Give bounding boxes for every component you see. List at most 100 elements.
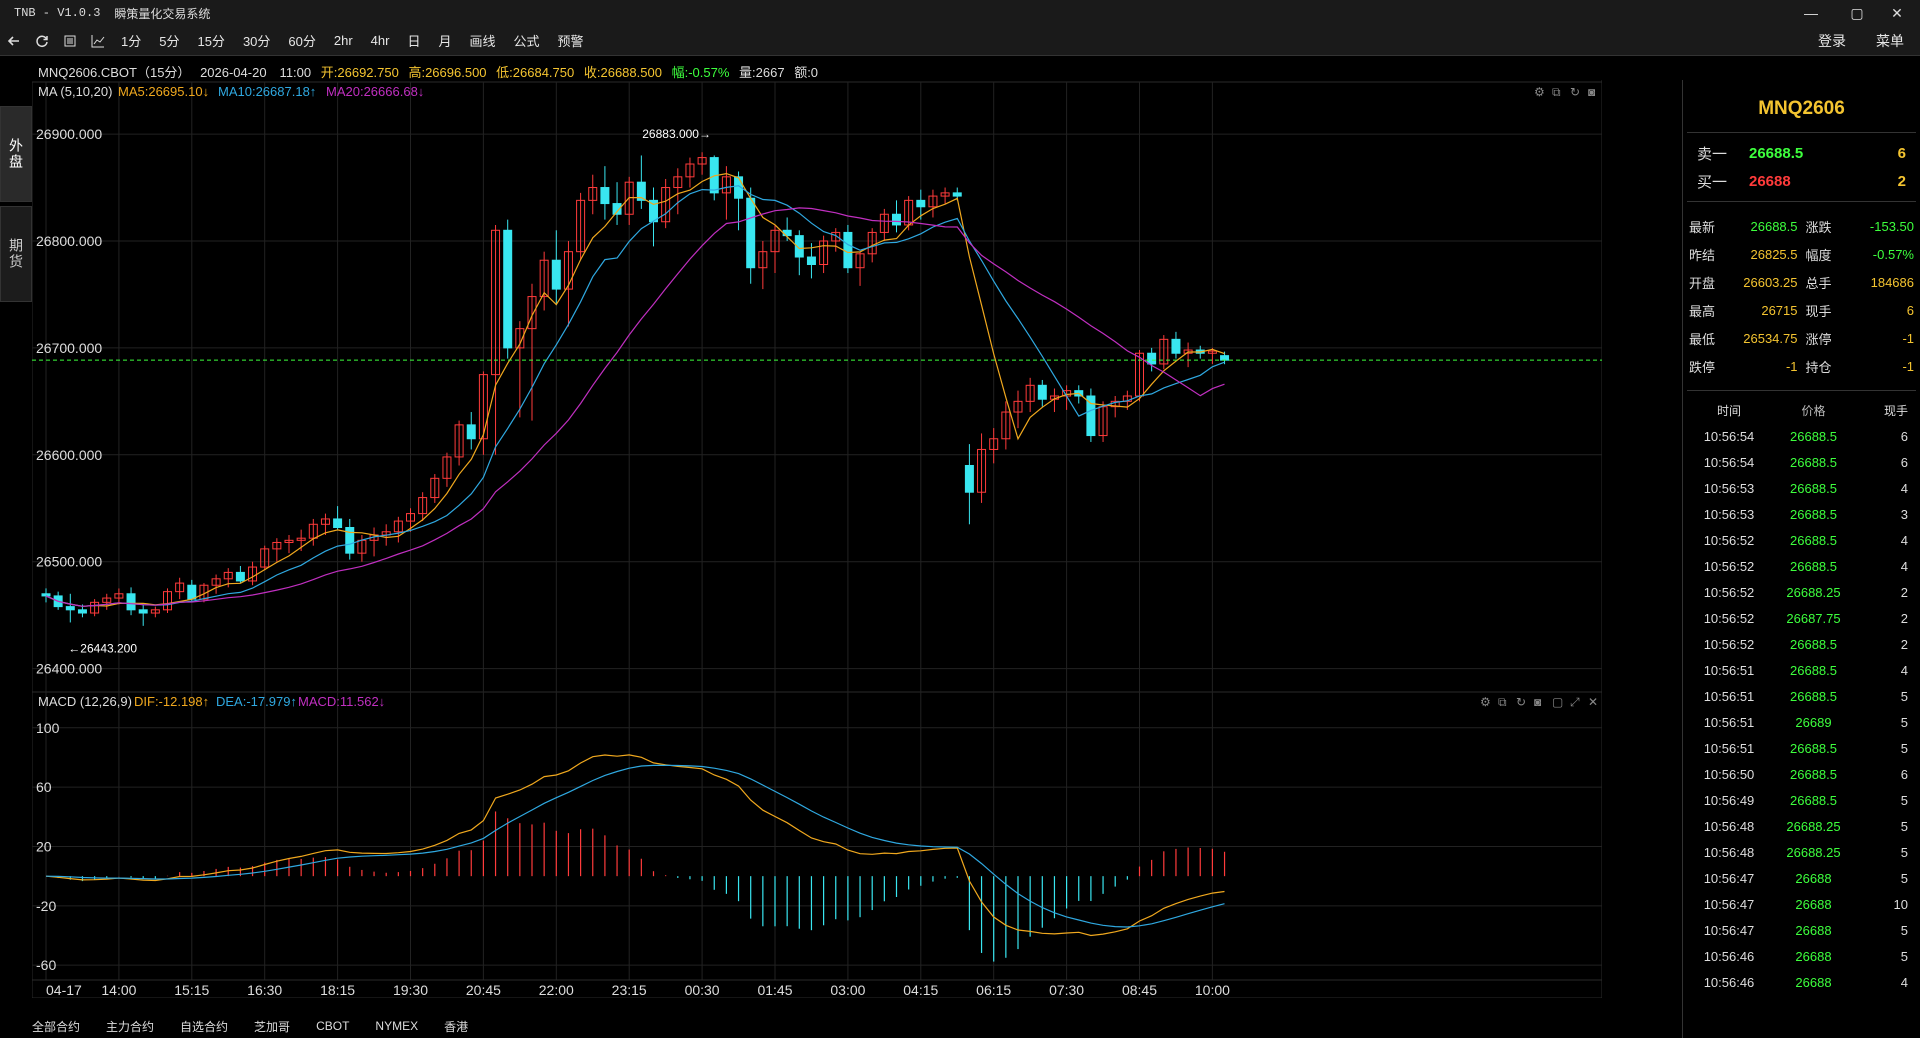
period-month[interactable]: 月 <box>438 34 452 49</box>
candle-body <box>515 328 525 349</box>
candle-body <box>1001 411 1011 440</box>
tick-row[interactable]: 10:56:51 26688.5 5 <box>1683 683 1920 709</box>
chart-area[interactable]: MA (5,10,20) MA5:26695.10↓ MA10:26687.18… <box>31 80 1681 999</box>
ticks-list[interactable]: 10:56:54 26688.5 6 10:56:54 26688.5 6 10:56:53… <box>1683 423 1920 995</box>
tick-row[interactable]: 10:56:52 26688.5 2 <box>1683 631 1920 657</box>
candle <box>539 251 549 311</box>
tick-row[interactable]: 10:56:53 26688.5 4 <box>1683 475 1920 501</box>
tab-hongkong[interactable]: 香港 <box>444 1019 469 1034</box>
tick-row[interactable]: 10:56:52 26688.5 4 <box>1683 553 1920 579</box>
tick-row[interactable]: 10:56:54 26688.5 6 <box>1683 423 1920 449</box>
candle <box>940 187 950 204</box>
tick-price: 26688 <box>1795 974 1832 990</box>
tick-row[interactable]: 10:56:51 26688.5 5 <box>1683 735 1920 761</box>
stat-item: 涨停 -1 <box>1802 324 1919 352</box>
tab-nymex[interactable]: NYMEX <box>375 1019 419 1033</box>
panel-toolbar-icons[interactable]: ⚙ ⧉ ↻ ◙ <box>1534 85 1595 99</box>
tick-row[interactable]: 10:56:50 26688.5 6 <box>1683 761 1920 787</box>
formula-button[interactable]: 公式 <box>513 34 540 49</box>
candle-body <box>1037 384 1047 400</box>
camera-icon[interactable]: ◙ <box>1588 85 1595 99</box>
stat-item: 涨跌 -153.50 <box>1802 212 1919 240</box>
side-tab-foreign[interactable]: 外盘 <box>0 106 32 202</box>
close-button[interactable]: ✕ <box>1891 4 1903 21</box>
period-2hr[interactable]: 2hr <box>333 33 353 48</box>
tab-all-contracts[interactable]: 全部合约 <box>32 1019 81 1034</box>
stat-item: 持仓 -1 <box>1802 352 1919 380</box>
title-bar: TNB - V1.0.3 瞬策量化交易系统 — ▢ ✕ <box>0 0 1920 26</box>
stat-value: -0.57% <box>1872 246 1914 262</box>
side-tab-futures[interactable]: 期货 <box>0 206 32 302</box>
candle-body <box>260 548 270 568</box>
tick-volume: 5 <box>1900 714 1908 730</box>
tick-row[interactable]: 10:56:48 26688.25 5 <box>1683 839 1920 865</box>
window-icon[interactable]: ▢ <box>1552 695 1563 709</box>
stat-value: -153.50 <box>1869 218 1914 234</box>
tab-chicago[interactable]: 芝加哥 <box>254 1019 291 1034</box>
minimize-button[interactable]: — <box>1804 5 1818 21</box>
reset-icon[interactable]: ↻ <box>1570 85 1580 99</box>
tick-row[interactable]: 10:56:47 26688 5 <box>1683 865 1920 891</box>
candle-body <box>503 229 513 349</box>
y-axis-label-left: 26400.000 <box>36 661 102 677</box>
reset-icon[interactable]: ↻ <box>1516 695 1526 709</box>
tick-row[interactable]: 10:56:48 26688.25 5 <box>1683 813 1920 839</box>
tick-row[interactable]: 10:56:46 26688 5 <box>1683 943 1920 969</box>
copy-icon[interactable]: ⧉ <box>1498 695 1507 709</box>
tick-time: 10:56:46 <box>1703 974 1755 990</box>
alert-button[interactable]: 预警 <box>557 34 584 49</box>
settings-icon[interactable]: ⚙ <box>1534 85 1545 99</box>
period-5min[interactable]: 5分 <box>159 34 180 49</box>
tick-row[interactable]: 10:56:46 26688 4 <box>1683 969 1920 995</box>
candle <box>1207 347 1217 364</box>
tick-row[interactable]: 10:56:52 26688.5 4 <box>1683 527 1920 553</box>
high-value: 高:26696.500 <box>408 65 487 80</box>
copy-icon[interactable]: ⧉ <box>1552 85 1561 99</box>
candle-body <box>794 235 804 258</box>
candle-body <box>333 518 343 528</box>
tick-row[interactable]: 10:56:54 26688.5 6 <box>1683 449 1920 475</box>
draw-line-button[interactable]: 画线 <box>469 34 496 49</box>
candle <box>138 604 148 626</box>
close-panel-icon[interactable]: ✕ <box>1588 695 1598 709</box>
tab-cbot[interactable]: CBOT <box>316 1019 350 1033</box>
period-4hr[interactable]: 4hr <box>370 33 390 48</box>
line-chart-icon[interactable] <box>84 26 112 56</box>
tick-row[interactable]: 10:56:47 26688 10 <box>1683 891 1920 917</box>
tick-row[interactable]: 10:56:52 26688.25 2 <box>1683 579 1920 605</box>
maximize-button[interactable]: ▢ <box>1850 4 1864 21</box>
tick-row[interactable]: 10:56:51 26689 5 <box>1683 709 1920 735</box>
tick-row[interactable]: 10:56:49 26688.5 5 <box>1683 787 1920 813</box>
camera-icon[interactable]: ◙ <box>1534 695 1541 709</box>
tick-row[interactable]: 10:56:53 26688.5 3 <box>1683 501 1920 527</box>
period-30min[interactable]: 30分 <box>242 34 271 49</box>
back-arrow-icon[interactable] <box>0 26 28 56</box>
settings-icon[interactable]: ⚙ <box>1480 695 1491 709</box>
tick-time: 10:56:52 <box>1703 584 1755 600</box>
candle <box>515 321 525 418</box>
tick-time: 10:56:54 <box>1703 428 1755 444</box>
expand-icon[interactable]: ⤢ <box>1569 695 1580 709</box>
stat-label: 最高 <box>1689 303 1716 319</box>
tick-volume: 10 <box>1893 896 1908 912</box>
menu-button[interactable]: 菜单 <box>1876 33 1904 49</box>
tick-row[interactable]: 10:56:52 26687.75 2 <box>1683 605 1920 631</box>
stat-item: 跌停 -1 <box>1685 352 1802 380</box>
period-15min[interactable]: 15分 <box>197 34 225 49</box>
login-button[interactable]: 登录 <box>1818 33 1846 49</box>
period-60min[interactable]: 60分 <box>288 34 316 49</box>
x-axis-label: 15:15 <box>174 982 209 998</box>
period-1min[interactable]: 1分 <box>121 34 142 49</box>
tick-row[interactable]: 10:56:47 26688 5 <box>1683 917 1920 943</box>
tick-volume: 5 <box>1900 792 1908 808</box>
list-view-icon[interactable] <box>56 26 84 56</box>
tab-main-contracts[interactable]: 主力合约 <box>106 1019 155 1034</box>
tick-row[interactable]: 10:56:51 26688.5 4 <box>1683 657 1920 683</box>
kline-chart-svg[interactable]: MA (5,10,20) MA5:26695.10↓ MA10:26687.18… <box>31 80 1681 999</box>
tab-watchlist[interactable]: 自选合约 <box>180 1019 229 1034</box>
candle <box>1001 401 1011 450</box>
period-day[interactable]: 日 <box>407 34 421 49</box>
candle-body <box>1159 338 1169 365</box>
macd-panel-toolbar-icons[interactable]: ⚙ ⧉ ↻ ◙ ▢ ⤢ ✕ <box>1480 695 1598 709</box>
refresh-icon[interactable] <box>28 26 56 56</box>
